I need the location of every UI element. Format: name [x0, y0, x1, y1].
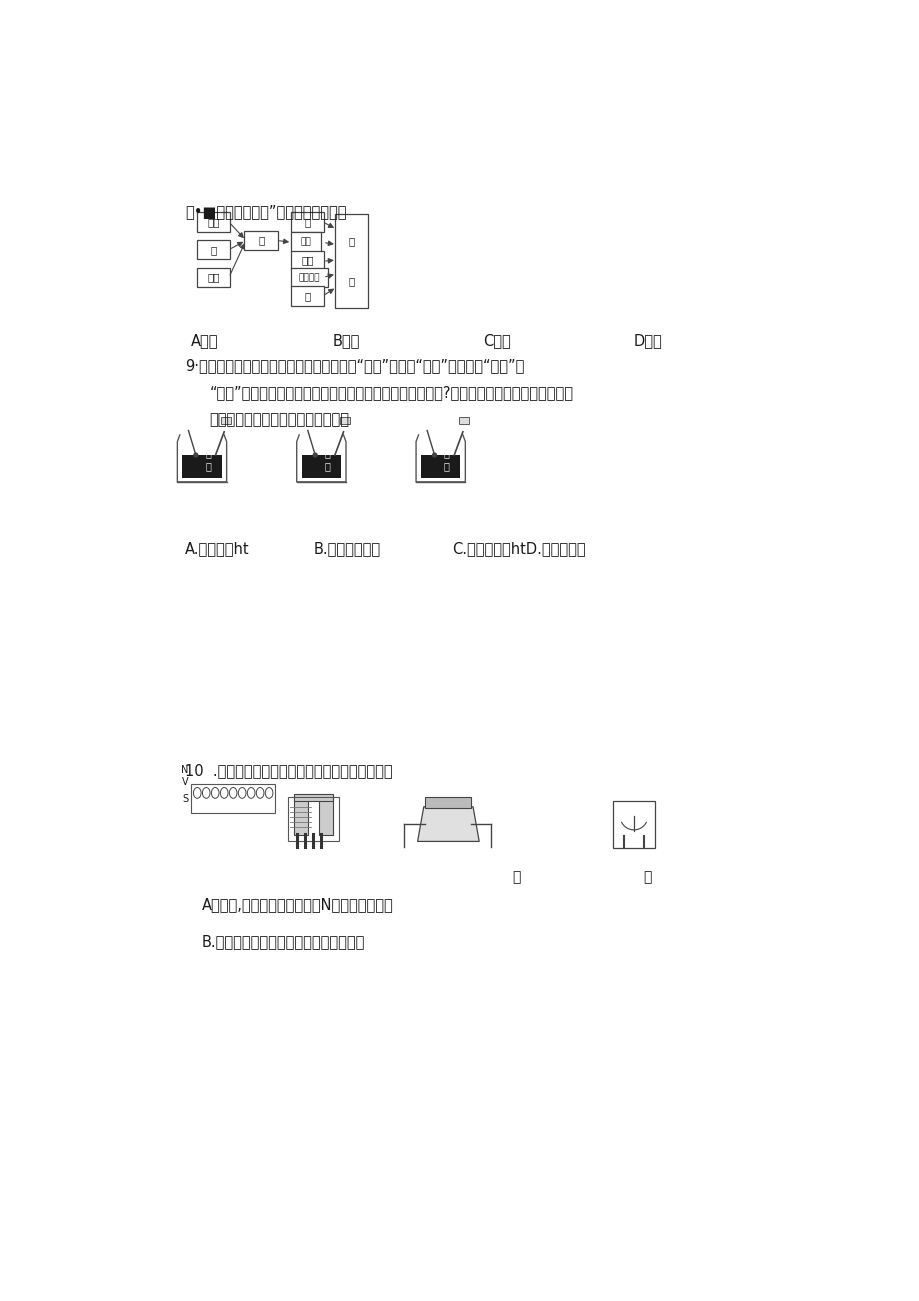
- Text: 土: 土: [444, 461, 449, 471]
- Circle shape: [194, 453, 198, 457]
- Text: N: N: [181, 765, 188, 775]
- Circle shape: [313, 453, 317, 457]
- Text: A.有机物含ht: A.有机物含ht: [185, 541, 249, 556]
- Circle shape: [432, 453, 436, 457]
- Text: 10  .下列对电感实验现以相应的解释正确的是（）: 10 .下列对电感实验现以相应的解释正确的是（）: [185, 762, 392, 778]
- Text: V: V: [182, 777, 188, 787]
- Text: 丙: 丙: [511, 870, 520, 885]
- Text: 电子: 电子: [207, 272, 220, 282]
- Text: 丁: 丁: [304, 291, 311, 301]
- Text: C．丙: C．丙: [482, 333, 510, 349]
- FancyBboxPatch shape: [290, 233, 321, 251]
- Text: 乙: 乙: [258, 235, 264, 246]
- Text: 9·小科很喜欢做研究，对于小红带回的一块“红土”和一块“黑土”很好奇，“红土”与: 9·小科很喜欢做研究，对于小红带回的一块“红土”和一块“黑土”很好奇，“红土”与: [185, 358, 524, 373]
- FancyBboxPatch shape: [197, 241, 231, 259]
- FancyBboxPatch shape: [290, 286, 324, 306]
- FancyBboxPatch shape: [613, 801, 654, 847]
- Text: 黑: 黑: [444, 448, 449, 458]
- FancyBboxPatch shape: [290, 251, 324, 271]
- Text: 物: 物: [348, 235, 354, 246]
- Text: 原子: 原子: [301, 255, 313, 265]
- FancyBboxPatch shape: [182, 455, 221, 477]
- Text: 质: 质: [348, 276, 354, 286]
- FancyBboxPatch shape: [290, 212, 324, 232]
- Polygon shape: [417, 807, 479, 842]
- FancyBboxPatch shape: [301, 455, 341, 477]
- Text: C.十堪生物数htD.无机盐含限: C.十堪生物数htD.无机盐含限: [452, 541, 585, 556]
- Text: B．乙: B．乙: [333, 333, 360, 349]
- FancyBboxPatch shape: [294, 795, 308, 835]
- FancyBboxPatch shape: [319, 795, 333, 835]
- Text: 块: 块: [205, 461, 210, 471]
- Text: A甲图中,闭合开关，小磁针的N极不会发生偏转: A甲图中,闭合开关，小磁针的N极不会发生偏转: [202, 896, 393, 912]
- Text: 红: 红: [324, 448, 330, 458]
- FancyBboxPatch shape: [221, 416, 231, 424]
- FancyBboxPatch shape: [197, 268, 231, 288]
- Text: B.乙图中，戎圈库效多的电磁扶，磁性强: B.乙图中，戎圈库效多的电磁扶，磁性强: [202, 934, 365, 948]
- FancyBboxPatch shape: [294, 794, 333, 801]
- FancyBboxPatch shape: [197, 212, 231, 232]
- Text: 实也看，他在探究两种土壤中的（）: 实也看，他在探究两种土壤中的（）: [210, 411, 349, 427]
- Text: 焦: 焦: [205, 448, 210, 458]
- Text: D．丁: D．丁: [632, 333, 662, 349]
- Text: 丁: 丁: [642, 870, 651, 885]
- Text: S: S: [182, 794, 187, 804]
- FancyBboxPatch shape: [335, 213, 368, 308]
- Text: B.空气体积分数: B.空气体积分数: [313, 541, 380, 556]
- Text: 的•■带正电的物切”相当于图中的（）: 的•■带正电的物切”相当于图中的（）: [185, 204, 346, 219]
- Text: 核外电子: 核外电子: [298, 273, 320, 282]
- Text: A．甲: A．甲: [190, 333, 218, 349]
- FancyBboxPatch shape: [425, 796, 471, 808]
- Text: 丙: 丙: [304, 217, 311, 226]
- Text: 原子: 原子: [207, 217, 220, 226]
- Text: 甲: 甲: [210, 245, 217, 255]
- FancyBboxPatch shape: [290, 268, 327, 288]
- FancyBboxPatch shape: [459, 416, 469, 424]
- FancyBboxPatch shape: [244, 230, 278, 250]
- Text: “焦土”相比，除颜色不一样外，其它性状还有什么不一样呢?他做了如下实物，从图中的对照: “焦土”相比，除颜色不一样外，其它性状还有什么不一样呢?他做了如下实物，从图中的…: [210, 385, 573, 399]
- Text: 土: 土: [324, 461, 330, 471]
- FancyBboxPatch shape: [340, 416, 350, 424]
- FancyBboxPatch shape: [421, 455, 460, 477]
- Text: 粒成: 粒成: [301, 238, 311, 246]
